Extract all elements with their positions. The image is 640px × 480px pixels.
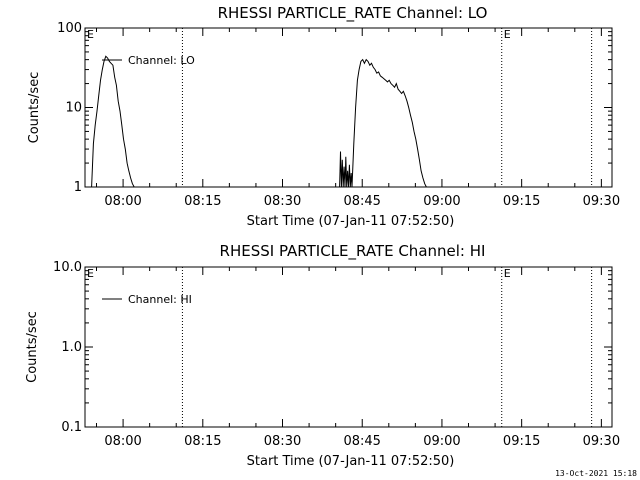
- series-line-2: [339, 58, 427, 188]
- x-tick-label: 08:45: [343, 434, 380, 449]
- y-tick-label: 0.1: [61, 420, 82, 435]
- x-tick-label: 08:00: [104, 434, 141, 449]
- x-tick-label: 09:15: [503, 194, 540, 209]
- x-tick-label: 09:30: [583, 194, 620, 209]
- eclipse-marker-label: E: [87, 28, 94, 41]
- plot-frame: [84, 27, 613, 188]
- legend-label: Channel: LO: [128, 54, 195, 67]
- y-axis-label: Counts/sec: [27, 72, 42, 144]
- chart-panel-2: RHESSI PARTICLE_RATE Channel: HI Start Ti…: [25, 242, 620, 469]
- eclipse-marker-label: E: [504, 267, 511, 280]
- eclipse-marker-label: E: [87, 267, 94, 280]
- y-axis-label: Counts/sec: [25, 311, 40, 383]
- y-tick-label: 1.0: [61, 340, 82, 355]
- footer-timestamp: 13-Oct-2021 15:18: [555, 469, 637, 478]
- x-tick-label: 09:00: [423, 434, 460, 449]
- x-axis-label: Start Time (07-Jan-11 07:52:50): [247, 214, 455, 229]
- chart-title: RHESSI PARTICLE_RATE Channel: LO: [218, 4, 488, 23]
- legend-label: Channel: HI: [128, 293, 192, 306]
- y-tick-label: 10.0: [53, 260, 82, 275]
- x-tick-label: 08:15: [184, 194, 221, 209]
- x-tick-label: 08:45: [343, 194, 380, 209]
- plot-frame: [84, 266, 613, 428]
- x-axis-label: Start Time (07-Jan-11 07:52:50): [247, 454, 455, 469]
- y-tick-label: 100: [57, 21, 82, 36]
- x-tick-label: 09:15: [503, 434, 540, 449]
- x-tick-label: 09:30: [583, 434, 620, 449]
- x-tick-label: 08:30: [264, 194, 301, 209]
- series-line-1: [91, 55, 136, 188]
- x-tick-label: 08:00: [104, 194, 141, 209]
- x-tick-label: 08:15: [184, 434, 221, 449]
- y-tick-label: 10: [65, 101, 82, 116]
- x-tick-label: 08:30: [264, 434, 301, 449]
- chart-title: RHESSI PARTICLE_RATE Channel: HI: [220, 242, 486, 261]
- eclipse-marker-label: E: [504, 28, 511, 41]
- chart-panel-1: RHESSI PARTICLE_RATE Channel: LO Start Ti…: [27, 4, 620, 229]
- x-tick-label: 09:00: [423, 194, 460, 209]
- y-tick-label: 1: [74, 180, 82, 195]
